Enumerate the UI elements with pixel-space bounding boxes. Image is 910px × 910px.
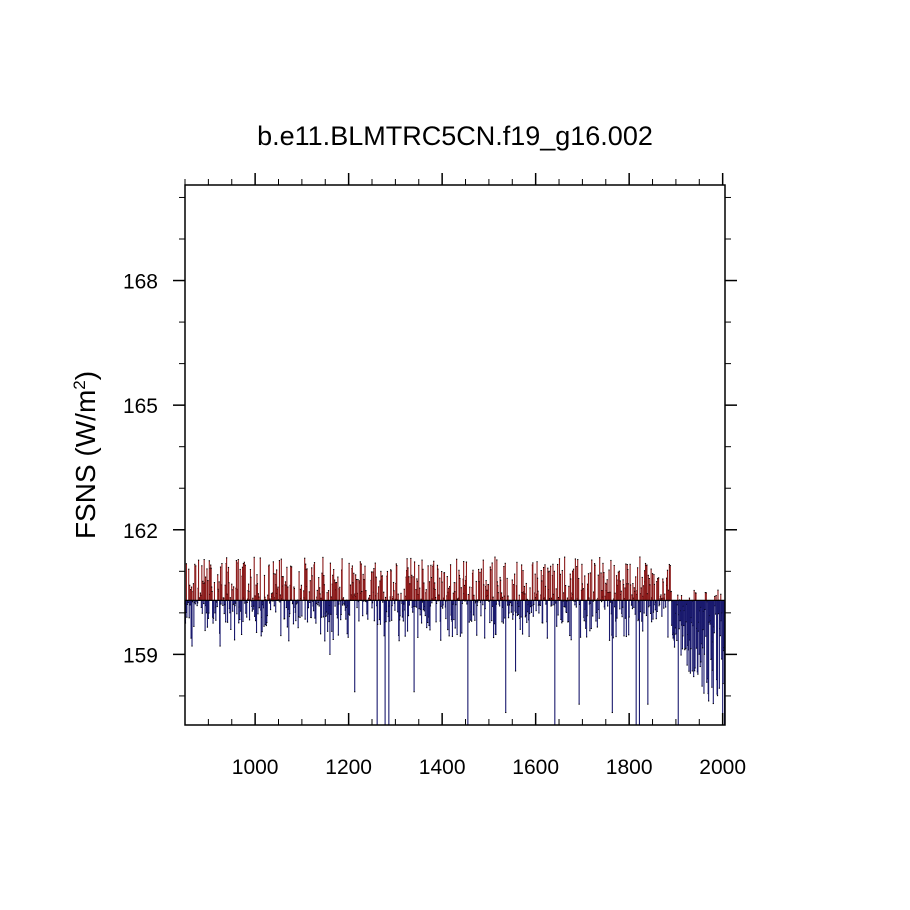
x-tick-label: 2000 — [699, 756, 746, 779]
y-tick-label: 162 — [123, 520, 158, 543]
plot-frame — [184, 184, 726, 726]
x-tick-label: 1400 — [419, 756, 466, 779]
x-tick-label: 1000 — [232, 756, 279, 779]
bars-group — [184, 556, 726, 726]
y-tick-label: 165 — [123, 395, 158, 418]
y-axis-label: FSNS (W/m2) — [70, 371, 101, 539]
x-tick-label: 1200 — [325, 756, 372, 779]
x-tick-label: 1800 — [606, 756, 653, 779]
chart-title: b.e11.BLMTRC5CN.f19_g16.002 — [257, 121, 653, 151]
x-tick-label: 1600 — [512, 756, 559, 779]
axes-group: 1000 1200 1400 1600 1800 2000 159 162 165 168 — [123, 173, 746, 779]
y-tick-label: 159 — [123, 644, 158, 667]
y-tick-label: 168 — [123, 271, 158, 294]
